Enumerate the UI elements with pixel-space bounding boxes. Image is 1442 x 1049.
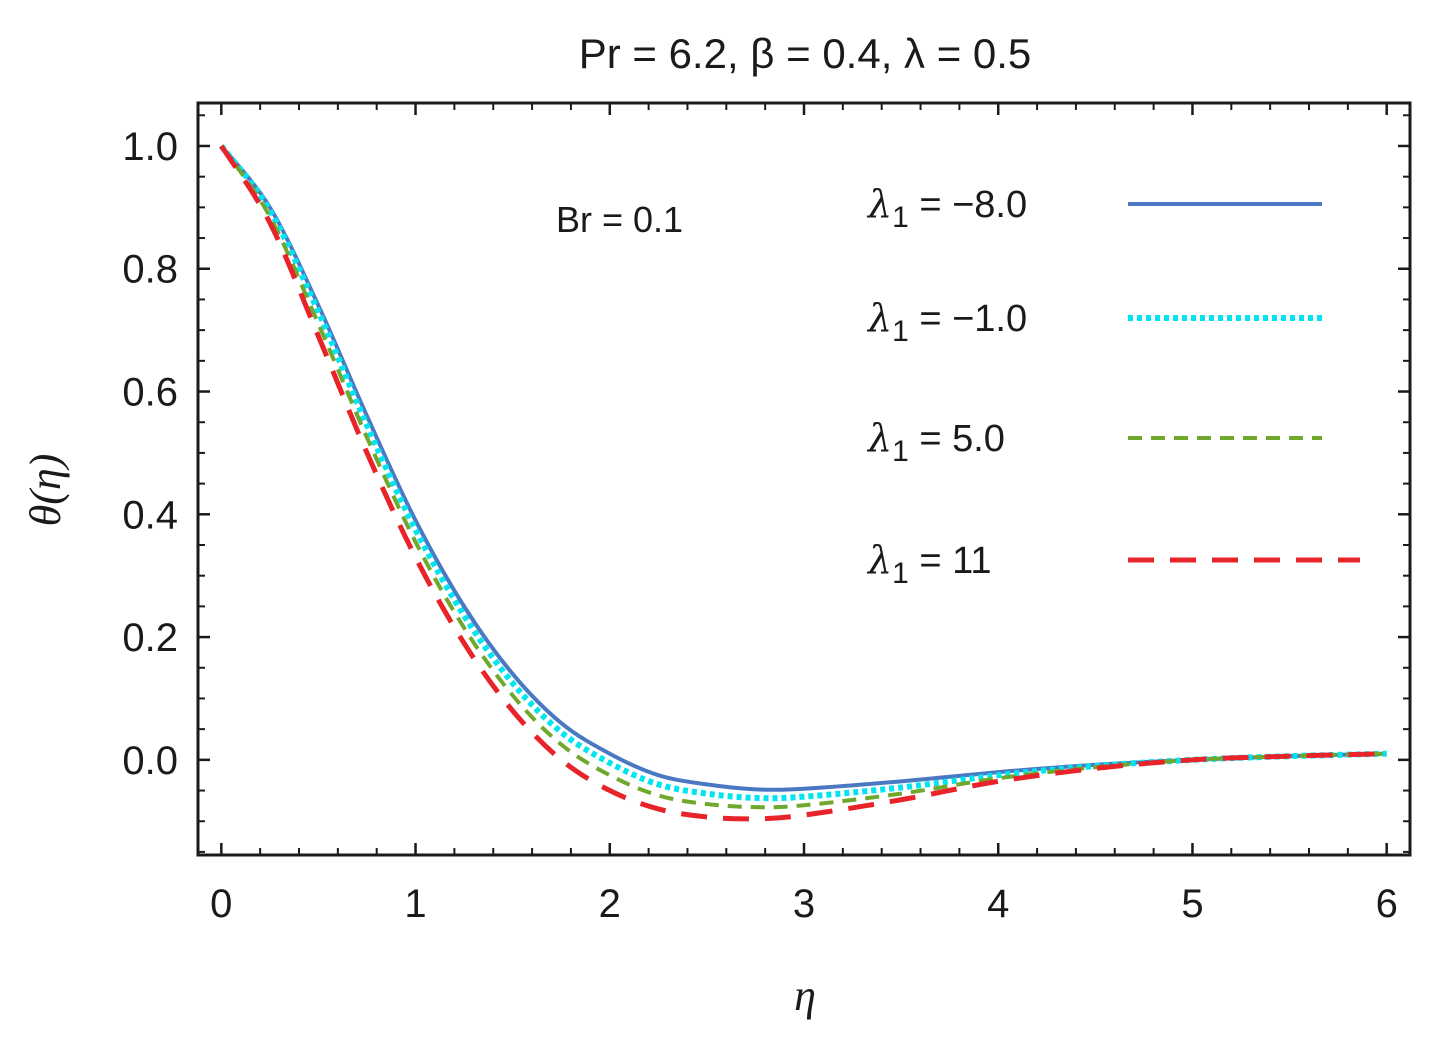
series-layer <box>218 144 1387 822</box>
y-tick-label: 1.0 <box>122 125 178 169</box>
legend-label-1: λ1 = −8.0 <box>866 182 1027 234</box>
chart-title: Pr = 6.2, β = 0.4, λ = 0.5 <box>579 30 1032 77</box>
plot-area: 0 1 2 3 4 5 6 0.0 0.2 0.4 0.6 0.8 1.0 <box>122 101 1412 926</box>
x-tick-label: 4 <box>987 882 1009 926</box>
x-tick-label: 1 <box>404 882 426 926</box>
legend-label-2: λ1 = −1.0 <box>866 296 1027 348</box>
legend: λ1 = −8.0 λ1 = −1.0 λ1 = 5.0 λ1 = 11 <box>866 182 1360 590</box>
plot-frame <box>196 101 1412 857</box>
x-tick-label: 3 <box>793 882 815 926</box>
series-line-2 <box>218 144 1387 802</box>
y-tick-label: 0.6 <box>122 371 178 415</box>
x-tick-label: 2 <box>599 882 621 926</box>
x-tick-label: 5 <box>1181 882 1203 926</box>
series-line-1 <box>219 144 1387 792</box>
legend-label-3: λ1 = 5.0 <box>866 416 1005 468</box>
x-axis-label: η <box>794 971 816 1020</box>
y-tick-label: 0.4 <box>122 493 178 537</box>
y-axis-label: θ(η) <box>21 454 70 527</box>
series-line-4 <box>219 144 1387 822</box>
y-tick-label: 0.8 <box>122 248 178 292</box>
x-tick-label: 6 <box>1376 882 1398 926</box>
x-tick-label: 0 <box>210 882 232 926</box>
br-annotation: Br = 0.1 <box>556 199 683 240</box>
x-axis-ticks: 0 1 2 3 4 5 6 <box>210 103 1398 926</box>
legend-label-4: λ1 = 11 <box>866 538 992 590</box>
y-axis-ticks: 0.0 0.2 0.4 0.6 0.8 1.0 <box>122 114 1410 853</box>
y-tick-label: 0.0 <box>122 739 178 783</box>
y-tick-label: 0.2 <box>122 616 178 660</box>
